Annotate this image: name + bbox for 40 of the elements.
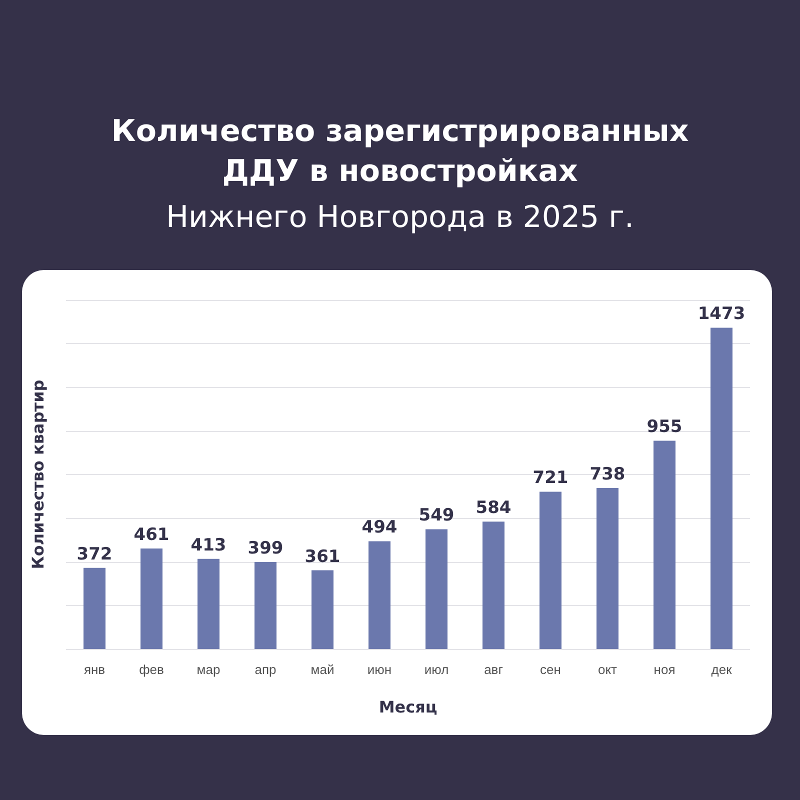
bar xyxy=(426,529,448,649)
x-tick-label: июн xyxy=(367,662,392,677)
x-tick-label: май xyxy=(310,662,334,677)
x-tick-label: июл xyxy=(424,662,449,677)
chart-subtitle: Нижнего Новгорода в 2025 г. xyxy=(165,199,635,237)
x-tick-label: окт xyxy=(598,662,618,677)
data-label: 955 xyxy=(646,417,682,438)
x-tick-label: апр xyxy=(254,662,276,677)
data-label: 413 xyxy=(190,535,226,556)
bar xyxy=(368,541,390,649)
bar xyxy=(596,488,618,649)
bar xyxy=(312,570,334,649)
data-label: 721 xyxy=(532,468,568,488)
data-label: 494 xyxy=(362,518,398,538)
bar xyxy=(140,548,162,649)
data-label: 738 xyxy=(590,464,626,485)
data-label: 399 xyxy=(248,538,284,558)
bar xyxy=(198,558,220,649)
bar xyxy=(84,568,106,649)
y-axis-title: Количество квартир xyxy=(28,380,48,570)
x-tick-label: ноя xyxy=(654,662,676,677)
x-axis-title: Месяц xyxy=(378,698,438,716)
bar xyxy=(482,522,504,649)
x-tick-label: фев xyxy=(139,662,164,677)
data-label: 549 xyxy=(418,506,454,526)
x-tick-label: дек xyxy=(711,662,732,677)
data-label: 372 xyxy=(76,544,112,564)
data-label: 461 xyxy=(134,524,170,545)
data-label: 1473 xyxy=(698,304,746,324)
x-tick-label: авг xyxy=(484,662,504,677)
bar xyxy=(540,492,562,649)
bar xyxy=(710,328,732,649)
data-label: 584 xyxy=(476,498,512,518)
data-label: 361 xyxy=(304,546,340,567)
x-tick-label: сен xyxy=(540,662,561,677)
x-tick-label: мар xyxy=(196,662,220,677)
bar xyxy=(654,440,676,649)
x-tick-label: янв xyxy=(84,662,106,677)
bar xyxy=(254,562,276,649)
chart-title: Количество зарегистрированных ДДУ в новостройках xyxy=(110,113,690,191)
